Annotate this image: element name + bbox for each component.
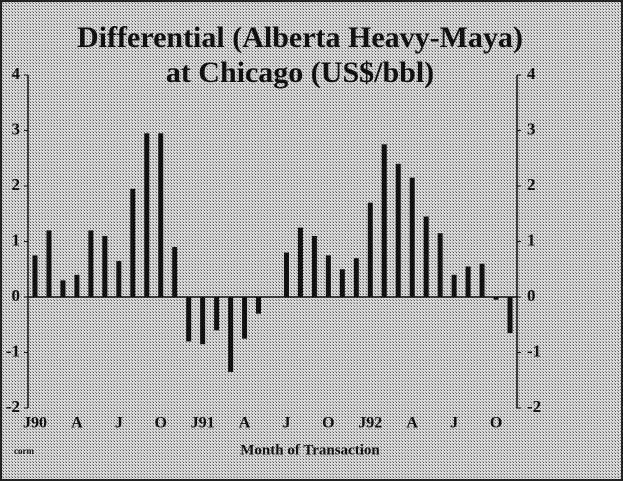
bar — [116, 260, 122, 297]
y-tick-label: 3 — [12, 119, 21, 138]
y2-tick-label: 3 — [527, 119, 536, 138]
y-tick-label: 2 — [12, 175, 21, 194]
bar — [144, 133, 150, 297]
y2-tick-label: -1 — [527, 341, 541, 360]
bar — [437, 233, 443, 297]
bar — [186, 297, 192, 342]
bar — [74, 274, 80, 297]
bar — [228, 297, 234, 372]
chart-title: at Chicago (US$/bbl) — [166, 56, 434, 89]
y-tick-label: 1 — [12, 230, 21, 249]
bar — [32, 255, 38, 297]
x-tick-label: J91 — [191, 415, 215, 432]
x-tick-label: O — [490, 415, 502, 432]
bar — [172, 247, 178, 297]
bar — [297, 227, 303, 297]
x-tick-label: A — [406, 415, 418, 432]
y2-tick-label: -2 — [527, 397, 541, 416]
bar — [395, 163, 401, 297]
y2-tick-label: 4 — [527, 64, 536, 83]
y-tick-label: -1 — [6, 341, 20, 360]
bar — [130, 188, 136, 297]
bar — [479, 263, 485, 297]
x-tick-label: J — [450, 415, 458, 432]
x-tick-label: J — [282, 415, 290, 432]
x-tick-label: A — [239, 415, 251, 432]
x-tick-label: O — [322, 415, 334, 432]
bar — [102, 235, 108, 297]
x-tick-label: J90 — [23, 415, 47, 432]
bar — [158, 133, 164, 297]
y-tick-label: 4 — [12, 64, 21, 83]
bar — [200, 297, 206, 345]
bar — [423, 216, 429, 297]
bar — [88, 230, 94, 297]
chart-title: Differential (Alberta Heavy-Maya) — [77, 21, 523, 54]
bar — [353, 258, 359, 297]
bar — [60, 280, 66, 297]
bar — [451, 274, 457, 297]
x-tick-label: A — [71, 415, 83, 432]
y2-tick-label: 0 — [527, 286, 536, 305]
bar — [381, 144, 387, 297]
bar — [283, 252, 289, 297]
y-tick-label: -2 — [6, 397, 20, 416]
y2-tick-label: 1 — [527, 230, 536, 249]
bar — [367, 202, 373, 297]
bar — [214, 297, 220, 331]
x-tick-label: O — [155, 415, 167, 432]
bar — [409, 177, 415, 297]
bar — [46, 230, 52, 297]
x-tick-label: J92 — [358, 415, 382, 432]
bar — [465, 266, 471, 297]
bar — [325, 255, 331, 297]
x-axis-label: Month of Transaction — [240, 442, 380, 458]
x-tick-label: J — [115, 415, 123, 432]
bar — [256, 297, 262, 314]
bar — [242, 297, 248, 339]
source-note: corm — [14, 446, 34, 456]
bar — [493, 297, 499, 300]
bar — [339, 269, 345, 297]
y2-tick-label: 2 — [527, 175, 536, 194]
y-tick-label: 0 — [12, 286, 21, 305]
bar — [507, 297, 513, 334]
bar — [311, 235, 317, 297]
